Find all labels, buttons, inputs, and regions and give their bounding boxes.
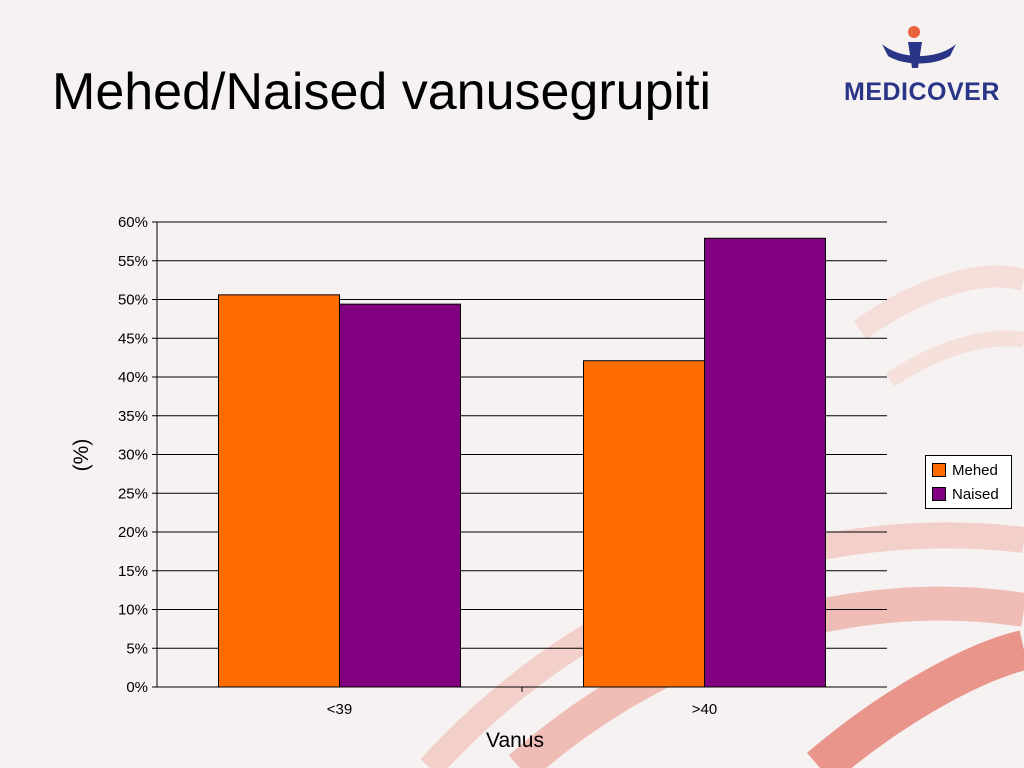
- x-tick-label: <39: [327, 701, 352, 718]
- legend-swatch-naised: [932, 487, 946, 501]
- legend-item-mehed: Mehed: [932, 461, 998, 481]
- y-tick-label: 30%: [118, 447, 148, 464]
- y-tick-label: 60%: [118, 214, 148, 231]
- legend: Mehed Naised: [925, 455, 1012, 509]
- legend-item-naised: Naised: [932, 485, 999, 505]
- bar-naised-2: [704, 237, 826, 688]
- slide-title: Mehed/Naised vanusegrupiti: [52, 63, 712, 121]
- y-tick-label: 10%: [118, 602, 148, 619]
- bar-mehed-1: [218, 294, 340, 688]
- y-tick-label: 15%: [118, 563, 148, 580]
- axes: [152, 221, 887, 692]
- legend-label-mehed: Mehed: [952, 462, 998, 479]
- y-tick-label: 25%: [118, 485, 148, 502]
- y-tick-label: 20%: [118, 524, 148, 541]
- y-tick-label: 55%: [118, 253, 148, 270]
- legend-label-naised: Naised: [952, 486, 999, 503]
- y-tick-label: 40%: [118, 369, 148, 386]
- bars: [218, 237, 826, 688]
- x-tick-label: >40: [692, 701, 717, 718]
- y-tick-label: 35%: [118, 408, 148, 425]
- bar-naised-1: [339, 303, 461, 688]
- medicover-person-icon: [882, 26, 956, 68]
- logo-text: MEDICOVER: [844, 78, 1000, 106]
- bar-mehed-2: [583, 360, 705, 688]
- y-axis-title: (%): [70, 439, 93, 472]
- legend-swatch-mehed: [932, 463, 946, 477]
- y-tick-label: 0%: [126, 679, 148, 696]
- y-tick-label: 50%: [118, 292, 148, 309]
- medicover-logo: MEDICOVER: [838, 20, 1008, 110]
- y-tick-label: 45%: [118, 330, 148, 347]
- x-tick-labels: <39 >40: [327, 701, 717, 718]
- y-tick-label: 5%: [126, 640, 148, 657]
- y-tick-labels: 0% 5% 10% 15% 20% 25% 30% 35% 40% 45% 50% 55% 60%: [118, 214, 148, 696]
- x-axis-title: Vanus: [486, 729, 544, 752]
